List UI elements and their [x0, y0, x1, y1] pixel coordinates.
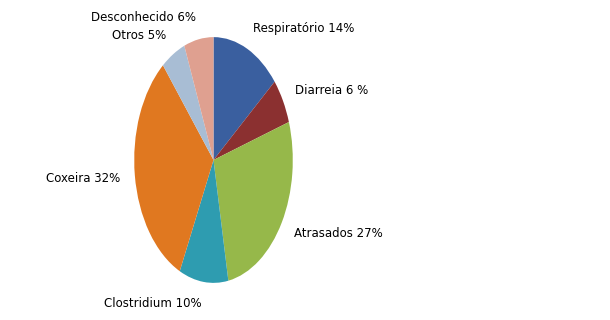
Wedge shape [214, 122, 293, 281]
Wedge shape [214, 82, 289, 160]
Text: Atrasados 27%: Atrasados 27% [294, 227, 382, 240]
Wedge shape [180, 160, 228, 283]
Text: Desconhecido 6%: Desconhecido 6% [91, 11, 196, 24]
Text: Clostridium 10%: Clostridium 10% [104, 297, 202, 310]
Text: Diarreia 6 %: Diarreia 6 % [295, 84, 368, 97]
Text: Coxeira 32%: Coxeira 32% [46, 172, 121, 185]
Text: Respiratório 14%: Respiratório 14% [253, 22, 354, 35]
Wedge shape [184, 37, 214, 160]
Wedge shape [134, 65, 213, 271]
Text: Otros 5%: Otros 5% [112, 29, 166, 42]
Wedge shape [214, 37, 274, 160]
Wedge shape [163, 46, 213, 160]
